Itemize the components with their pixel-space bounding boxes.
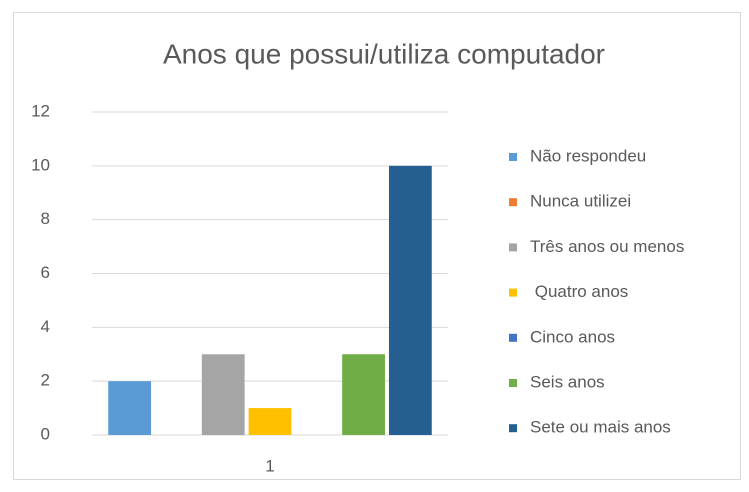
y-tick-label: 10: [31, 155, 50, 174]
legend-swatch: [509, 333, 517, 342]
chart-title: Anos que possui/utiliza computador: [163, 38, 605, 69]
legend-swatch: [509, 288, 517, 297]
legend-label: Não respondeu: [530, 146, 646, 165]
y-tick-label: 0: [41, 424, 50, 443]
legend-label: Quatro anos: [530, 282, 628, 301]
legend-swatch: [509, 379, 517, 387]
bar: [108, 381, 152, 435]
y-tick-label: 12: [31, 101, 50, 120]
legend-swatch: [509, 243, 517, 252]
legend-label: Seis anos: [530, 372, 605, 391]
legend-label: Três anos ou menos: [530, 237, 684, 256]
legend-label: Sete ou mais anos: [530, 418, 671, 437]
x-tick-label: 1: [265, 456, 274, 475]
legend-label: Cinco anos: [530, 327, 615, 346]
y-tick-label: 8: [41, 209, 50, 228]
legend-swatch: [509, 424, 517, 433]
bar: [388, 165, 432, 436]
bar: [342, 354, 385, 435]
legend-swatch: [509, 198, 517, 207]
y-tick-label: 4: [41, 317, 50, 336]
bar: [201, 354, 245, 435]
legend-swatch: [509, 153, 517, 161]
bar: [248, 408, 292, 435]
y-tick-label: 6: [41, 263, 50, 282]
y-tick-label: 2: [41, 371, 50, 390]
legend-label: Nunca utilizei: [530, 192, 631, 211]
